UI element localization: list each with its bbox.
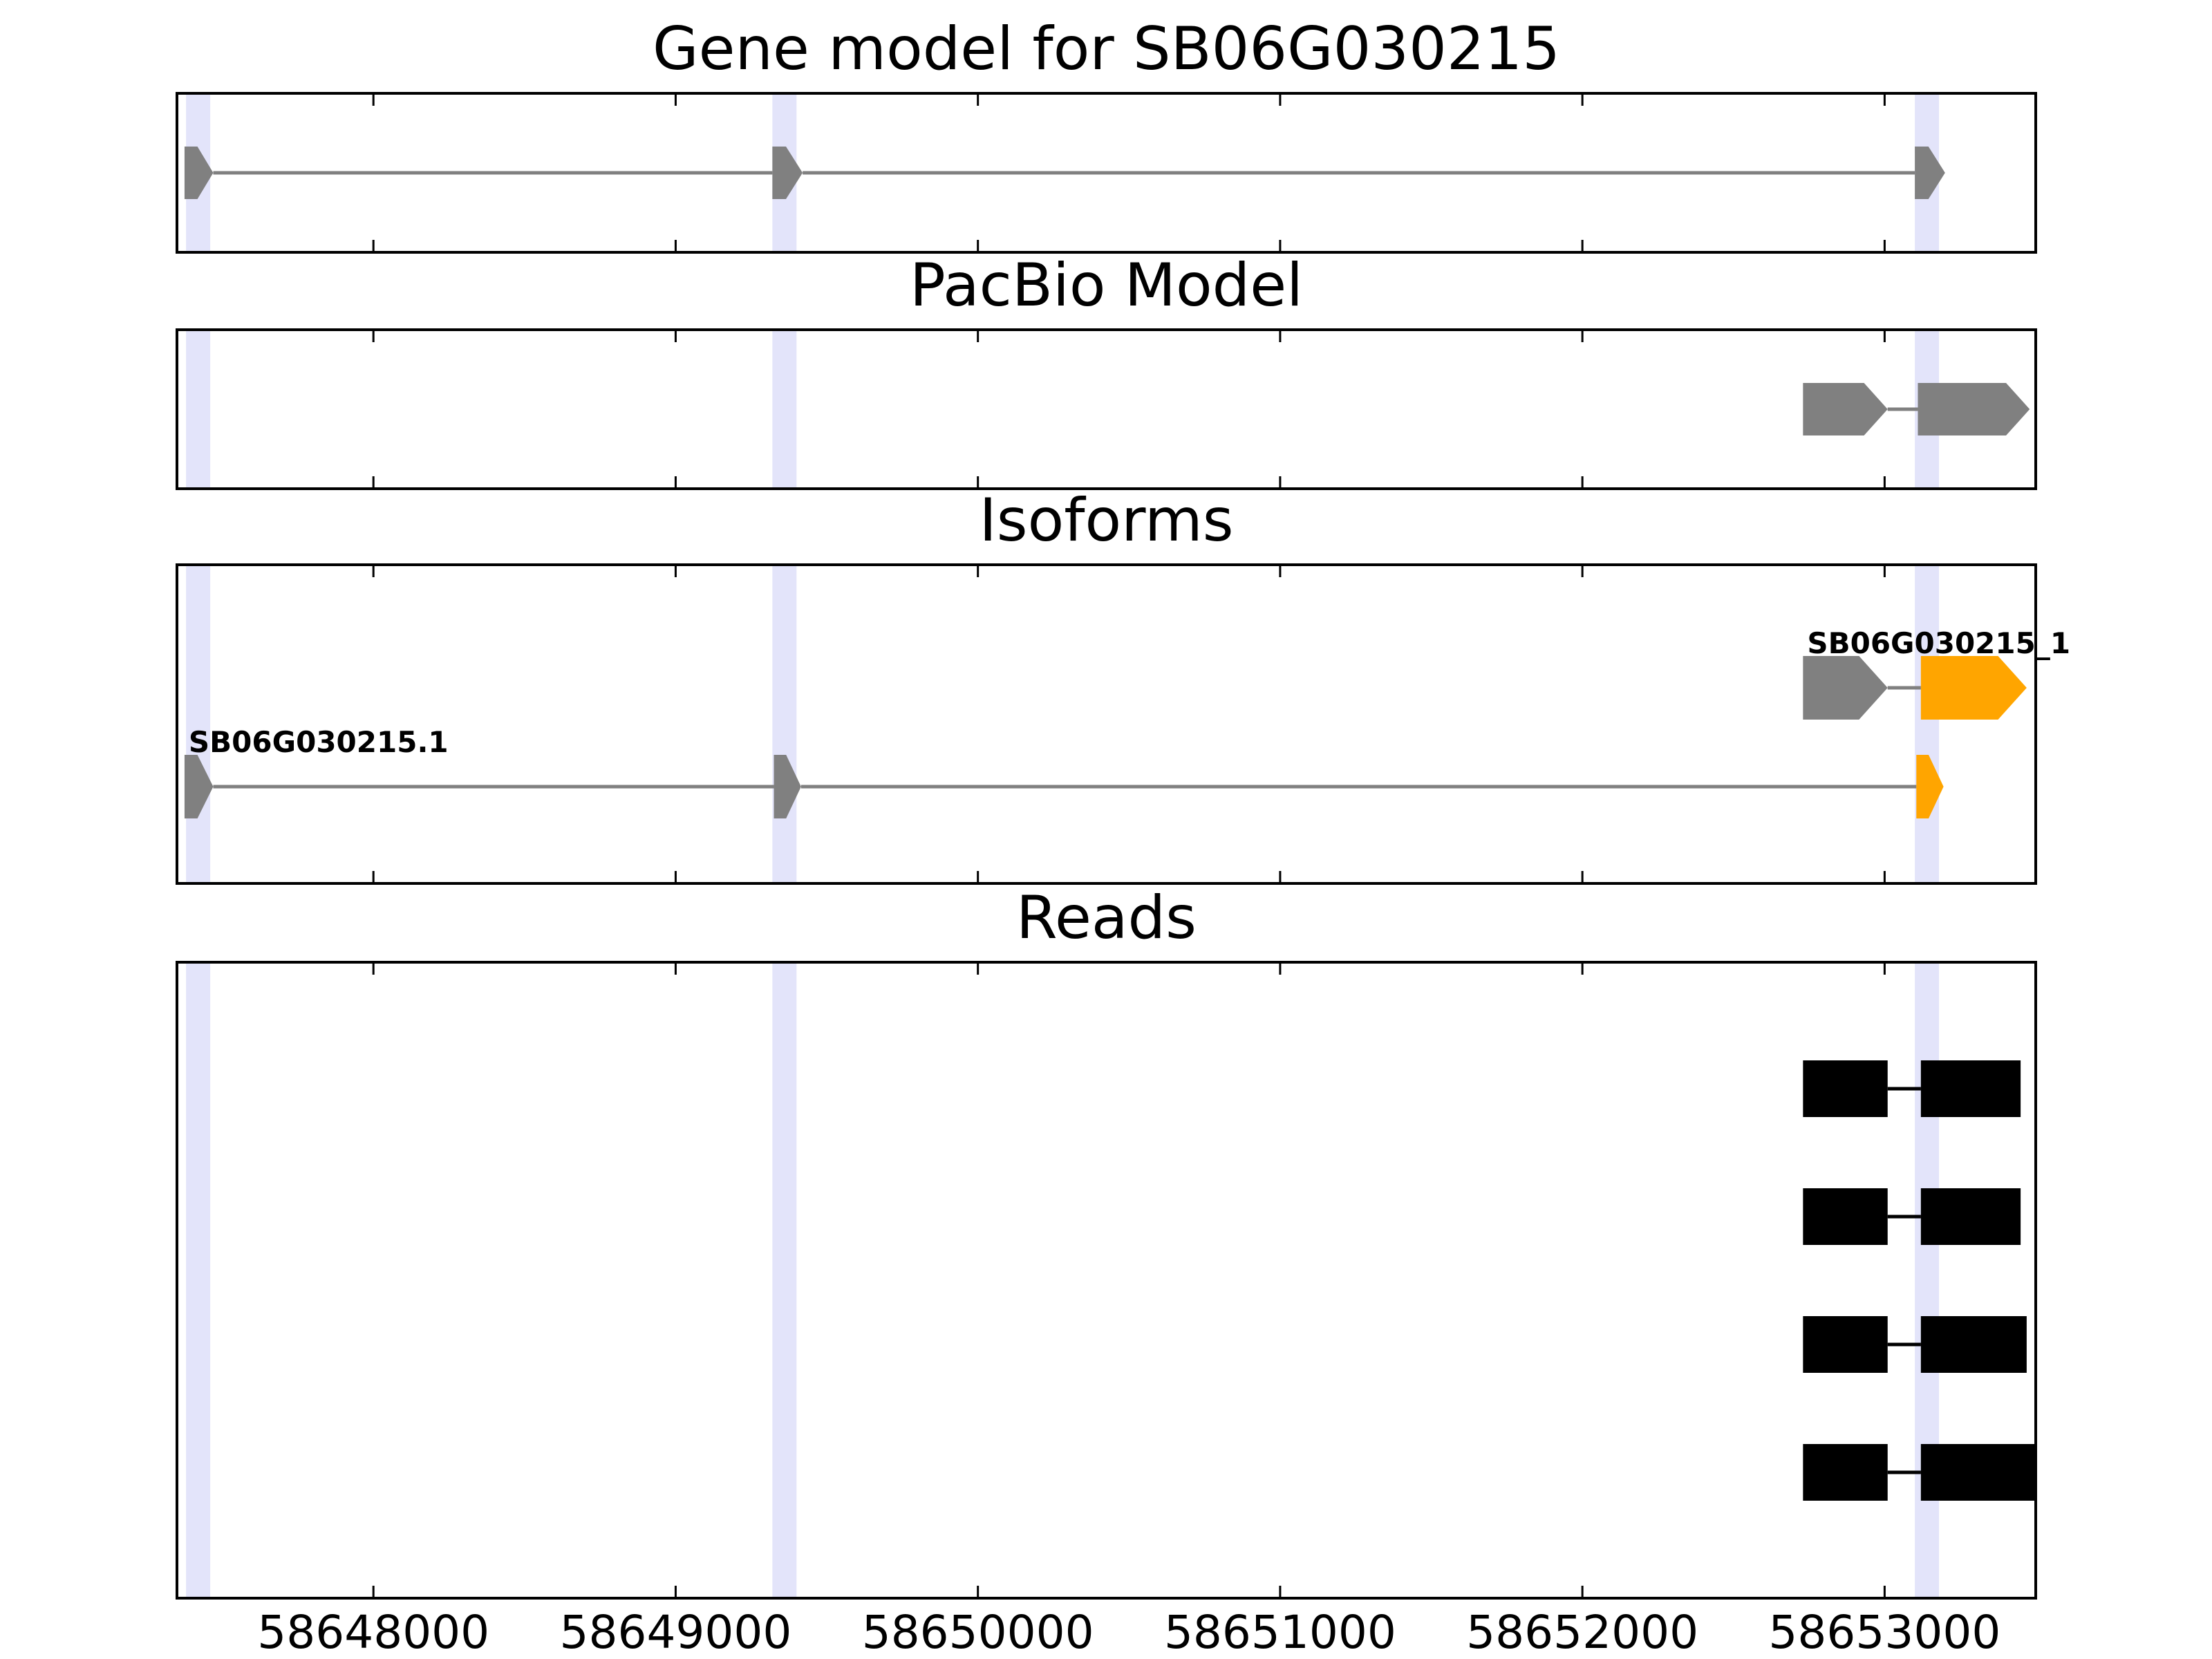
exon-block	[772, 147, 803, 199]
exon-block	[1916, 755, 1944, 818]
read-exon-block	[1803, 1060, 1888, 1117]
exon-block	[1803, 383, 1888, 435]
panel-gene-model: Gene model for SB06G030215	[176, 15, 2037, 254]
panel-frame	[176, 92, 2037, 254]
exon-block	[1915, 147, 1945, 199]
exon-highlight-band	[772, 330, 797, 489]
panel-reads: Reads	[176, 883, 2037, 1600]
panels-layer: Gene model for SB06G030215 PacBio Model Is…	[176, 15, 2070, 1600]
panel-frame	[176, 961, 2037, 1600]
read-exon-block	[1920, 1188, 2021, 1245]
panel-frame	[176, 563, 2037, 885]
exon-highlight-band	[772, 962, 797, 1598]
exon-highlight-band	[1915, 565, 1940, 883]
exon-highlight-band	[1915, 962, 1940, 1598]
exon-highlight-band	[186, 962, 211, 1598]
exon-block	[184, 147, 214, 199]
exon-highlight-band	[772, 565, 797, 883]
panel-title-gene-model: Gene model for SB06G030215	[653, 15, 1560, 84]
exon-block	[184, 755, 214, 818]
read-exon-block	[1803, 1188, 1888, 1245]
x-tick-label: 58648000	[257, 1606, 489, 1659]
panel-title-pacbio-model: PacBio Model	[910, 251, 1303, 320]
x-tick-label: 58652000	[1466, 1606, 1698, 1659]
x-tick-label: 58651000	[1164, 1606, 1396, 1659]
read-exon-block	[1920, 1444, 2036, 1501]
read-exon-block	[1803, 1316, 1888, 1373]
exon-block	[1920, 656, 2027, 720]
panel-title-reads: Reads	[1016, 883, 1197, 953]
exon-highlight-band	[186, 565, 211, 883]
read-exon-block	[1803, 1444, 1888, 1501]
exon-block	[1803, 656, 1888, 720]
x-tick-label: 58653000	[1768, 1606, 2000, 1659]
exon-block	[1918, 383, 2030, 435]
exon-highlight-band	[186, 330, 211, 489]
isoform-label: SB06G030215.1	[189, 725, 449, 759]
read-exon-block	[1920, 1060, 2021, 1117]
x-tick-label: 58650000	[862, 1606, 1094, 1659]
panel-frame	[176, 328, 2037, 490]
panel-isoforms: Isoforms SB06G030215_1 SB06G030215.1	[176, 486, 2070, 885]
isoform-label: SB06G030215_1	[1807, 626, 2070, 660]
panel-title-isoforms: Isoforms	[979, 486, 1233, 555]
x-axis: 58648000 58649000 58650000 58651000 58652000…	[257, 1606, 2000, 1659]
panel-pacbio-model: PacBio Model	[176, 251, 2037, 490]
x-tick-label: 58649000	[559, 1606, 791, 1659]
exon-block	[774, 755, 801, 818]
read-exon-block	[1920, 1316, 2027, 1373]
